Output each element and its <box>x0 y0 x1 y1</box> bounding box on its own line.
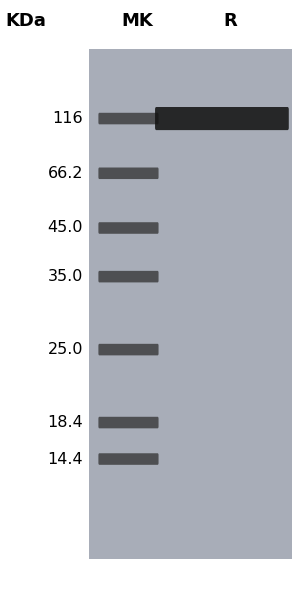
FancyBboxPatch shape <box>98 344 159 355</box>
Text: 45.0: 45.0 <box>48 221 83 235</box>
Text: R: R <box>224 12 238 30</box>
Text: KDa: KDa <box>6 12 47 30</box>
Text: MK: MK <box>121 12 153 30</box>
Text: 14.4: 14.4 <box>48 452 83 466</box>
FancyBboxPatch shape <box>98 222 159 233</box>
FancyBboxPatch shape <box>98 271 159 282</box>
Text: 25.0: 25.0 <box>48 342 83 357</box>
FancyBboxPatch shape <box>98 112 159 125</box>
FancyBboxPatch shape <box>98 167 159 179</box>
FancyBboxPatch shape <box>98 417 159 428</box>
FancyBboxPatch shape <box>155 107 289 130</box>
Text: 18.4: 18.4 <box>48 415 83 430</box>
FancyBboxPatch shape <box>98 454 159 465</box>
Text: 66.2: 66.2 <box>48 166 83 181</box>
FancyBboxPatch shape <box>89 49 292 559</box>
Text: 116: 116 <box>53 111 83 126</box>
Text: 35.0: 35.0 <box>48 269 83 284</box>
